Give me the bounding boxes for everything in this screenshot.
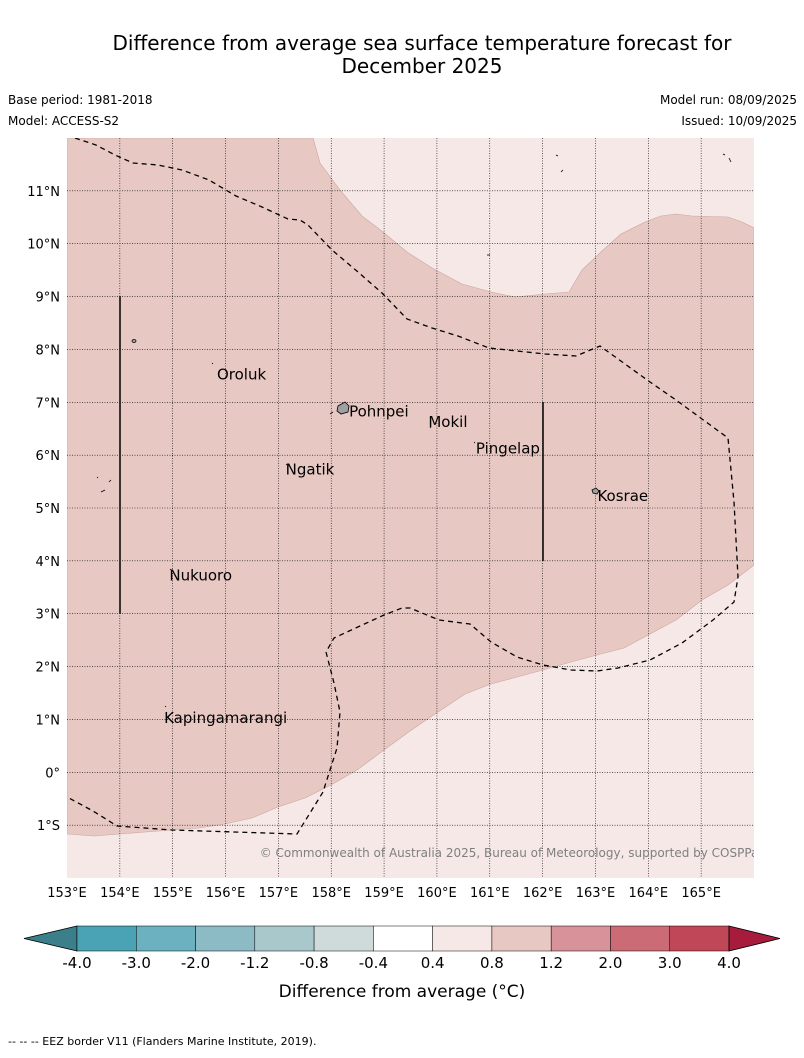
title-line-1: Difference from average sea surface temp… <box>112 31 732 55</box>
lat-tick-label: 0° <box>45 766 60 781</box>
issued-date: Issued: 10/09/2025 <box>681 114 797 128</box>
lat-tick-label: 1°N <box>36 713 61 728</box>
colorbar-tick-label: -3.0 <box>122 954 151 972</box>
lat-tick-label: 11°N <box>27 185 60 200</box>
colorbar-bin <box>254 925 315 952</box>
place-label: Pohnpei <box>349 403 409 421</box>
colorbar-tick-label: 1.2 <box>539 954 563 972</box>
colorbar-bin <box>669 925 730 952</box>
colorbar-extend-low <box>23 925 78 952</box>
lat-tick-label: 6°N <box>36 449 61 464</box>
colorbar-tick-label: 3.0 <box>658 954 682 972</box>
lat-tick-label: 7°N <box>36 396 61 411</box>
lat-tick-label: 9°N <box>36 291 61 306</box>
colorbar: -4.0 -3.0 -2.0 -1.2 -0.8 -0.4 0.4 0.8 1.2 2.0 3.0 4… <box>23 925 781 972</box>
copyright-notice: © Commonwealth of Australia 2025, Bureau… <box>260 846 765 860</box>
lon-tick-label: 157°E <box>259 886 299 901</box>
lon-tick-label: 159°E <box>364 886 404 901</box>
place-label: Nukuoro <box>169 566 232 584</box>
colorbar-bin <box>136 925 196 952</box>
islet <box>555 153 732 173</box>
lon-tick-label: 153°E <box>47 886 87 901</box>
lon-tick-label: 165°E <box>681 886 721 901</box>
colorbar-tick-label: -1.2 <box>240 954 269 972</box>
colorbar-bin <box>76 925 137 952</box>
colorbar-bin <box>550 925 611 952</box>
base-period: Base period: 1981-2018 <box>8 93 153 107</box>
colorbar-tick-label: -2.0 <box>181 954 210 972</box>
lon-tick-label: 164°E <box>629 886 669 901</box>
band-0.8-1.2 <box>67 138 754 837</box>
lat-tick-label: 2°N <box>36 661 61 676</box>
islet <box>96 476 112 493</box>
lon-tick-label: 158°E <box>311 886 351 901</box>
map-plot-area: Oroluk Pohnpei Mokil Pingelap Ngatik Kosrae Nu… <box>67 138 765 878</box>
colorbar-bin <box>195 925 256 952</box>
place-label: Mokil <box>428 413 467 431</box>
lon-tick-label: 163°E <box>576 886 616 901</box>
colorbar-label: Difference from average (°C) <box>279 982 526 1002</box>
eez-border-north <box>67 138 739 835</box>
lon-tick-label: 162°E <box>523 886 563 901</box>
colorbar-extend-high <box>728 925 781 952</box>
lat-tick-label: 8°N <box>36 343 61 358</box>
title-line-2: December 2025 <box>341 54 503 78</box>
lon-tick-label: 154°E <box>100 886 140 901</box>
colorbar-bin <box>432 925 493 952</box>
lat-tick-label: 3°N <box>36 608 61 623</box>
pohnpei-island <box>336 401 350 415</box>
lat-tick-label: 1°S <box>37 819 60 834</box>
place-label: Kapingamarangi <box>164 709 287 727</box>
model-run: Model run: 08/09/2025 <box>659 93 797 107</box>
latitude-labels: 1°S 0° 1°N 2°N 3°N 4°N 5°N 6°N 7°N 8°N 9°N 10°N 11°N <box>27 185 60 834</box>
kosrae-island <box>591 487 600 495</box>
lat-tick-label: 10°N <box>27 238 60 253</box>
colorbar-tick-label: -0.8 <box>299 954 328 972</box>
islet <box>329 411 334 415</box>
colorbar-tick-label: 0.8 <box>480 954 504 972</box>
colorbar-tick-label: -4.0 <box>62 954 91 972</box>
place-label: Pingelap <box>476 440 540 458</box>
colorbar-tick-label: 2.0 <box>599 954 623 972</box>
colorbar-tick-label: 0.4 <box>421 954 445 972</box>
colorbar-tick-label: 4.0 <box>717 954 741 972</box>
lon-tick-label: 156°E <box>206 886 246 901</box>
colorbar-bin <box>313 925 374 952</box>
model-name: Model: ACCESS-S2 <box>8 114 120 128</box>
eez-footnote: -- -- -- EEZ border V11 (Flanders Marine… <box>8 1035 317 1048</box>
lon-tick-label: 155°E <box>153 886 193 901</box>
islet <box>164 362 476 708</box>
lon-tick-label: 161°E <box>470 886 510 901</box>
lon-tick-label: 160°E <box>417 886 457 901</box>
place-label: Oroluk <box>217 366 266 384</box>
gridlines <box>67 138 754 878</box>
longitude-labels: 153°E 154°E 155°E 156°E 157°E 158°E 159°E 160°E… <box>47 886 721 901</box>
place-labels: Oroluk Pohnpei Mokil Pingelap Ngatik Kosrae Nu… <box>164 366 648 728</box>
place-label: Ngatik <box>286 461 335 479</box>
colorbar-bin <box>491 925 552 952</box>
sst-map: Oroluk Pohnpei Mokil Pingelap Ngatik Kosrae Nu… <box>23 138 781 1002</box>
chart-title: Difference from average sea surface temp… <box>0 32 804 78</box>
colorbar-bin <box>610 925 670 952</box>
islands <box>96 153 732 708</box>
colorbar-bin <box>373 925 433 952</box>
lat-tick-label: 5°N <box>36 502 61 517</box>
islet <box>131 339 137 343</box>
colorbar-tick-label: -0.4 <box>359 954 388 972</box>
lat-tick-label: 4°N <box>36 555 61 570</box>
place-label: Kosrae <box>597 487 648 505</box>
